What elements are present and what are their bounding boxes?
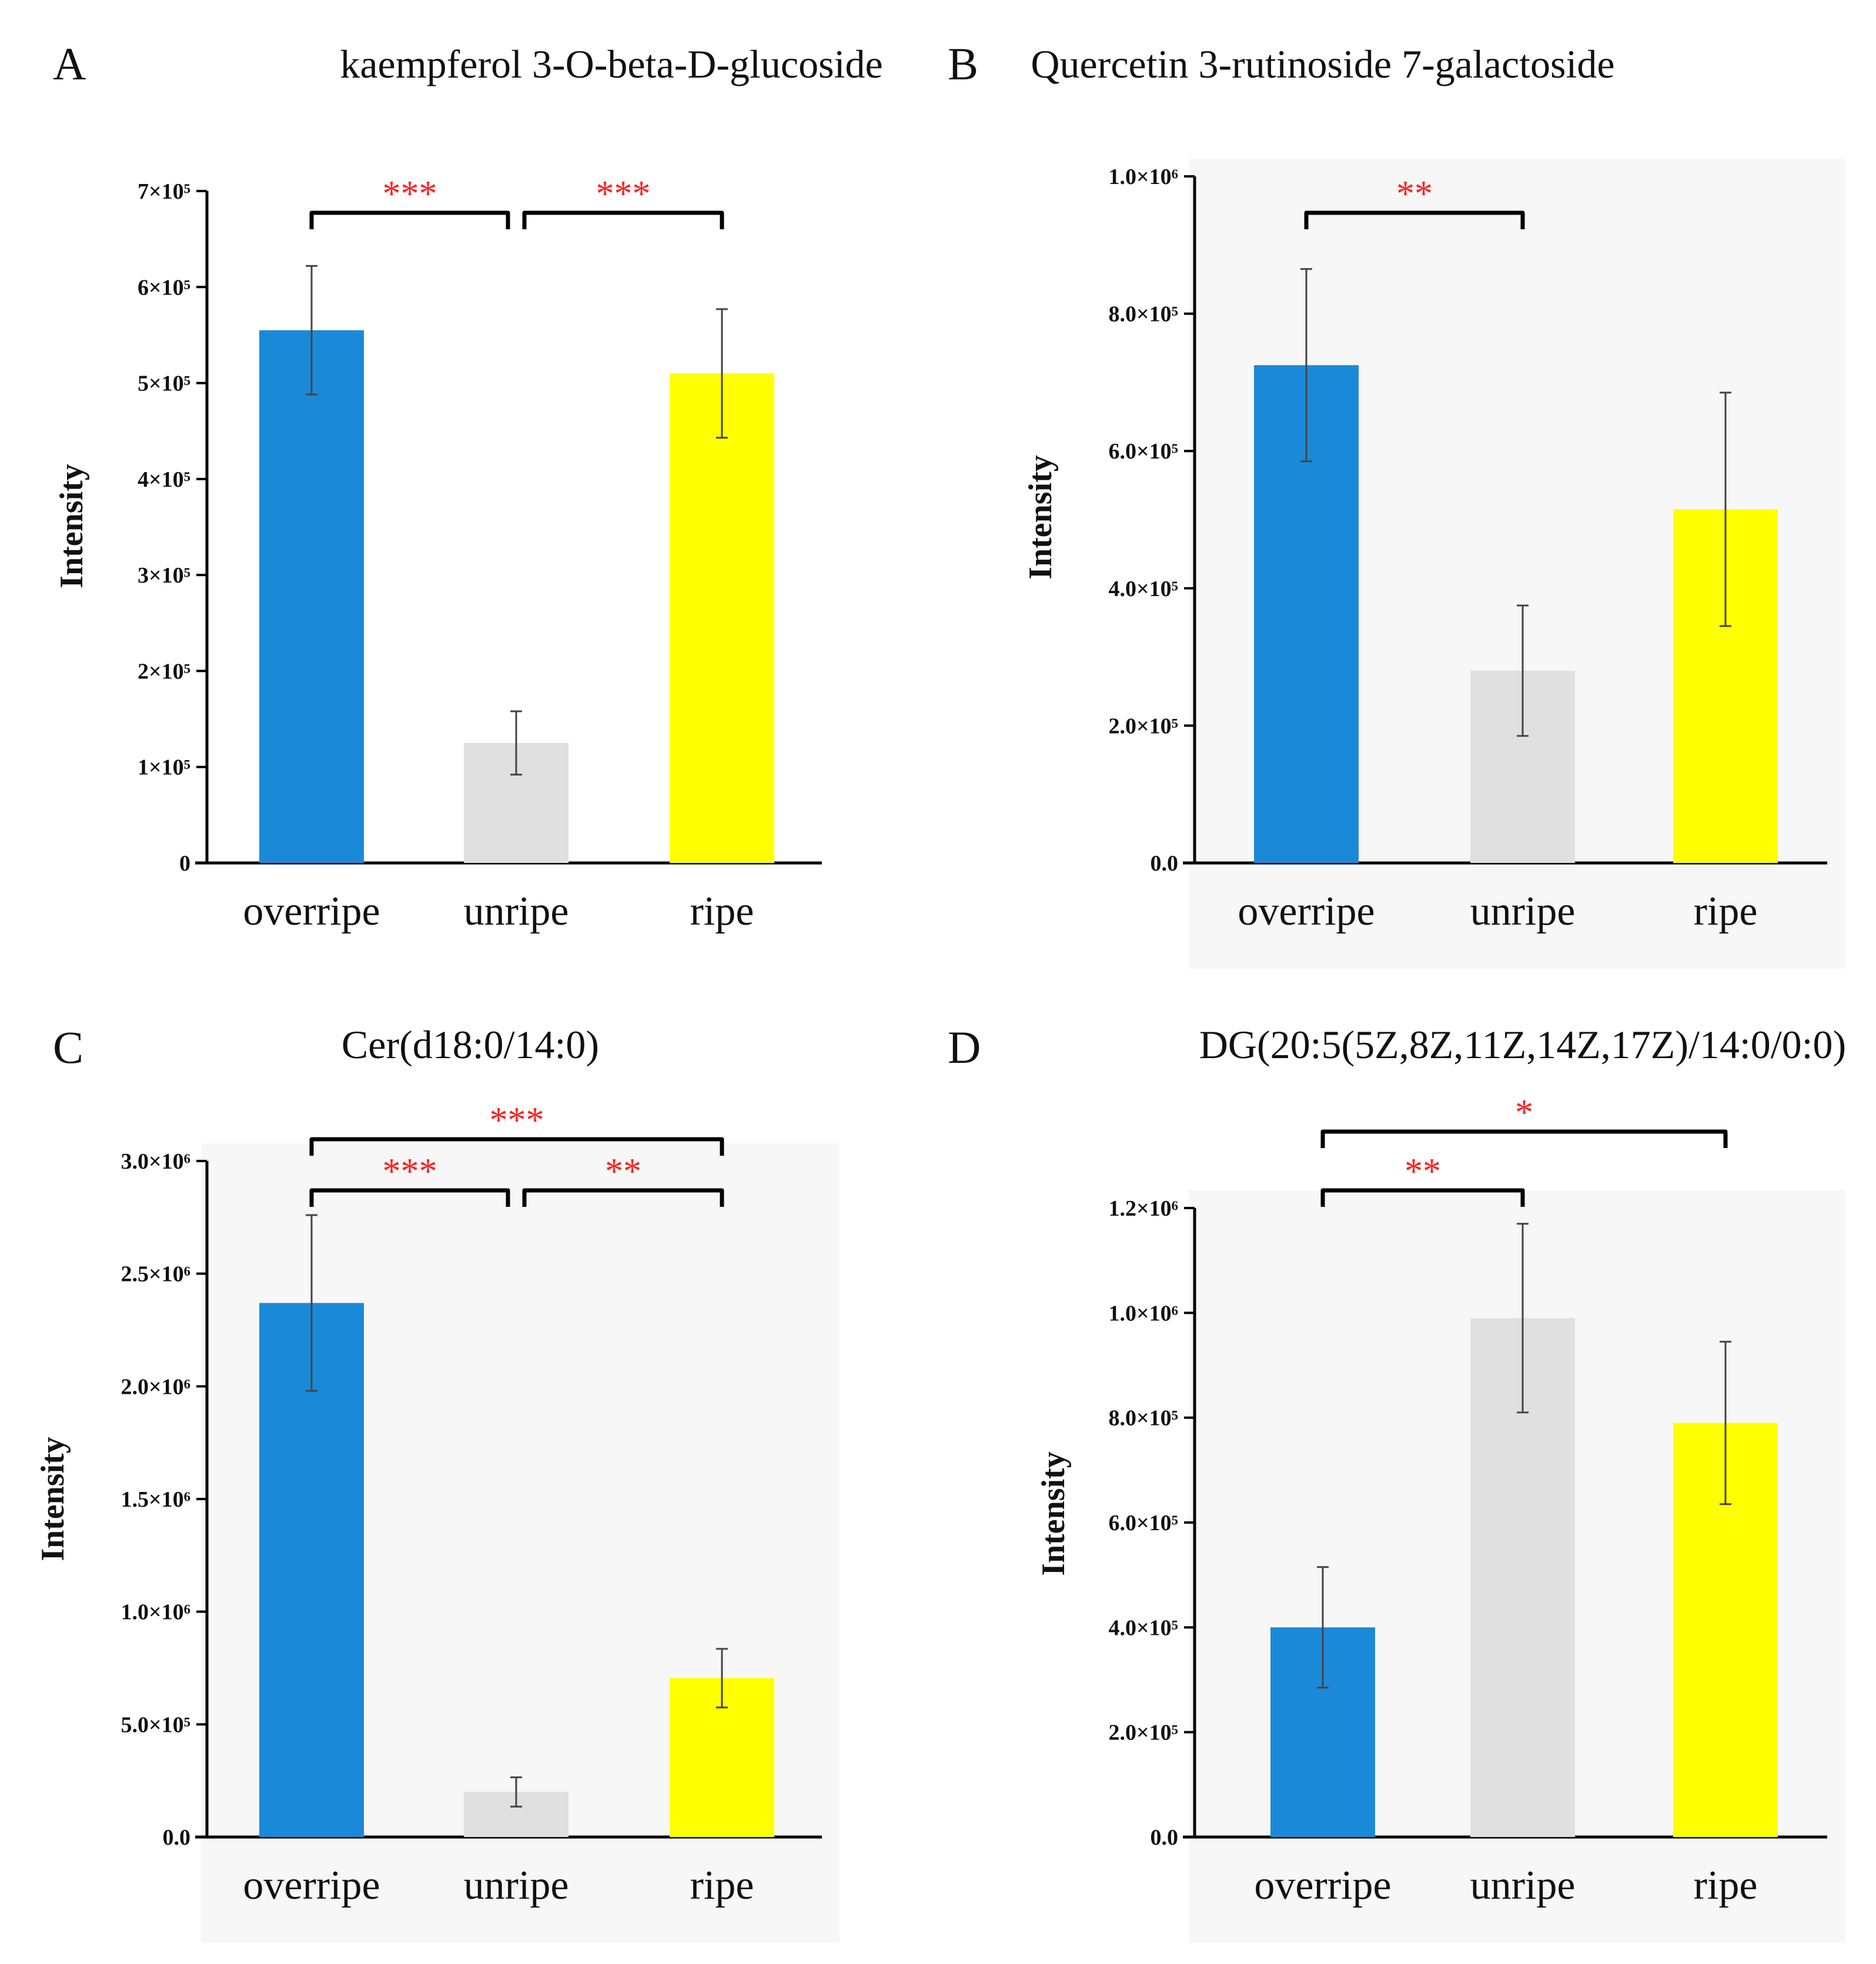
significance-bracket: [309, 210, 510, 229]
chart-title: Cer(d18:0/14:0): [342, 1022, 599, 1067]
category-label: overripe: [243, 1863, 380, 1908]
y-axis-label: Intensity: [53, 464, 90, 588]
category-label: unripe: [464, 889, 569, 934]
category-label: unripe: [1470, 889, 1576, 934]
y-tick-label: 4×10⁵: [138, 467, 190, 492]
y-tick-label: 8.0×10⁵: [1108, 1406, 1178, 1431]
y-axis-label: Intensity: [1022, 455, 1059, 580]
y-tick-label: 3×10⁵: [138, 563, 190, 588]
panel-letter: B: [948, 38, 978, 89]
y-tick-label: 1.2×10⁶: [1108, 1196, 1178, 1221]
significance-label: *: [1515, 1093, 1533, 1133]
y-tick-label: 5.0×10⁵: [121, 1712, 190, 1737]
category-label: unripe: [464, 1863, 569, 1908]
category-label: overripe: [243, 889, 380, 934]
chart-panel-b: B Quercetin 3-rutinoside 7-galactoside 0.0…: [948, 38, 1845, 969]
y-tick-label: 1.5×10⁶: [121, 1487, 190, 1512]
y-axis-label: Intensity: [35, 1437, 71, 1561]
significance-bracket: [522, 210, 724, 229]
significance-label: ***: [383, 174, 437, 214]
y-tick-label: 1.0×10⁶: [121, 1600, 190, 1625]
y-axis-label: Intensity: [1035, 1451, 1072, 1576]
chart-title: kaempferol 3-O-beta-D-glucoside: [340, 42, 882, 86]
category-label: ripe: [690, 1863, 754, 1908]
category-label: ripe: [1694, 889, 1758, 934]
y-tick-label: 1.0×10⁶: [1108, 1301, 1178, 1326]
y-tick-label: 0.0: [1151, 851, 1179, 876]
category-label: ripe: [1694, 1863, 1758, 1908]
panel-letter: A: [53, 38, 86, 89]
significance-label: ***: [383, 1152, 437, 1192]
y-tick-label: 0.0: [163, 1825, 191, 1850]
y-tick-label: 0.0: [1151, 1825, 1179, 1850]
y-tick-label: 1×10⁵: [138, 755, 190, 780]
chart-panel-c: C Cer(d18:0/14:0) 0.0 5.0×10⁵ 1.0×10⁶ 1.5×10⁶…: [35, 1022, 840, 1943]
significance-label: **: [1396, 174, 1433, 214]
bar-ripe: [670, 373, 774, 863]
significance-label: **: [1405, 1152, 1441, 1192]
y-tick-label: 7×10⁵: [138, 179, 190, 204]
significance-bracket: [522, 1188, 724, 1207]
significance-bracket: [309, 1137, 724, 1156]
y-tick-label: 4.0×10⁵: [1108, 577, 1178, 601]
chart-panel-d: D DG(20:5(5Z,8Z,11Z,14Z,17Z)/14:0/0:0) 0.0…: [948, 1022, 1846, 1943]
y-tick-label: 5×10⁵: [138, 372, 190, 396]
chart-title: Quercetin 3-rutinoside 7-galactoside: [1031, 42, 1614, 86]
y-tick-label: 6.0×10⁵: [1108, 439, 1178, 464]
category-label: overripe: [1238, 889, 1375, 934]
y-tick-label: 6.0×10⁵: [1108, 1511, 1178, 1535]
y-tick-label: 6×10⁵: [138, 275, 190, 300]
significance-bracket: [309, 1188, 510, 1207]
significance-bracket: [1320, 1129, 1728, 1148]
panel-letter: D: [948, 1022, 981, 1073]
y-tick-label: 2.0×10⁶: [121, 1374, 190, 1399]
category-label: overripe: [1254, 1863, 1391, 1908]
y-tick-label: 2×10⁵: [138, 659, 190, 684]
category-label: unripe: [1470, 1863, 1576, 1908]
y-tick-label: 0: [179, 851, 190, 876]
bar-overripe: [259, 1303, 364, 1837]
significance-bracket: [1320, 1188, 1525, 1207]
significance-label: ***: [490, 1100, 544, 1140]
chart-title: DG(20:5(5Z,8Z,11Z,14Z,17Z)/14:0/0:0): [1199, 1022, 1846, 1067]
significance-bracket: [1304, 210, 1525, 229]
y-tick-label: 2.5×10⁶: [121, 1262, 190, 1287]
y-tick-label: 1.0×10⁶: [1108, 165, 1178, 189]
y-tick-label: 2.0×10⁵: [1108, 714, 1178, 738]
significance-label: **: [605, 1152, 641, 1192]
bar-overripe: [259, 330, 364, 863]
y-tick-label: 8.0×10⁵: [1108, 302, 1178, 327]
category-label: ripe: [690, 889, 754, 934]
y-tick-label: 2.0×10⁵: [1108, 1721, 1178, 1745]
panel-letter: C: [53, 1022, 83, 1073]
significance-label: ***: [596, 174, 651, 214]
y-tick-label: 4.0×10⁵: [1108, 1615, 1178, 1640]
y-tick-label: 3.0×10⁶: [121, 1149, 190, 1174]
